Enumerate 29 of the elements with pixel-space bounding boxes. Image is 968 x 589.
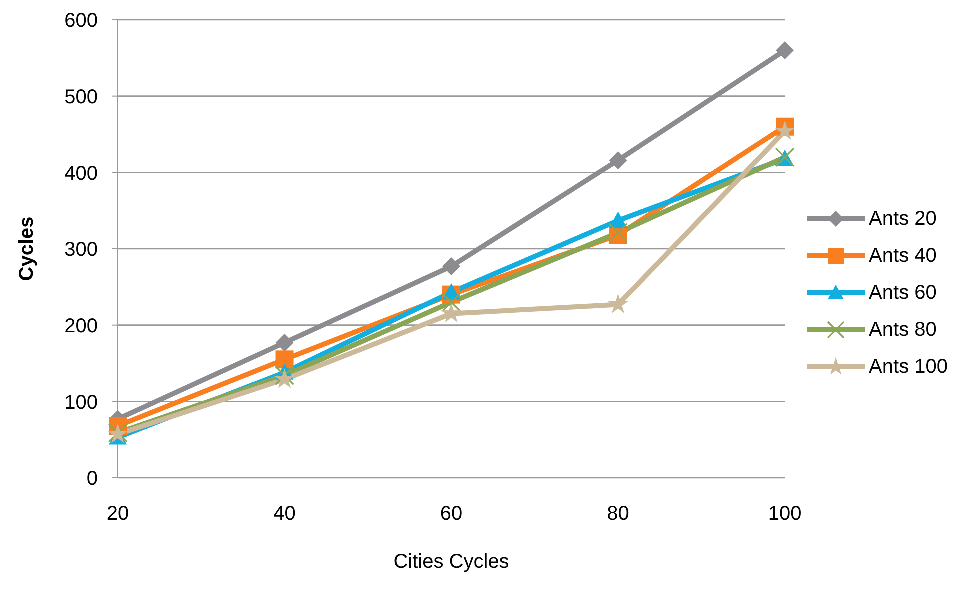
point [441, 303, 462, 323]
y-tick-label: 100 [64, 392, 98, 414]
y-tick-label: 0 [86, 468, 98, 490]
point [276, 350, 294, 369]
point [442, 258, 461, 276]
point [608, 294, 629, 314]
x-tick-label: 100 [768, 503, 802, 526]
x-tick-label: 40 [274, 503, 296, 526]
y-tick-label: 200 [64, 315, 98, 338]
point [442, 292, 462, 312]
y-tick-label: 600 [64, 10, 98, 32]
point [774, 120, 796, 140]
y-tick-label: 400 [64, 162, 98, 185]
point [276, 334, 294, 352]
legend-label: Ants 60 [869, 282, 937, 304]
legend-label: Ants 40 [869, 244, 937, 268]
legend-label: Ants 100 [869, 356, 948, 378]
legend-label: Ants 20 [869, 208, 937, 230]
x-axis-title: Cities Cycles [394, 551, 510, 573]
x-tick-label: 60 [440, 503, 463, 526]
point [609, 212, 628, 228]
point [609, 151, 628, 170]
y-axis-title: Cycles [16, 216, 38, 282]
x-tick-label: 80 [607, 503, 630, 526]
point [776, 42, 794, 60]
x-tick-label: 20 [106, 503, 130, 526]
y-tick-label: 500 [64, 86, 98, 108]
y-tick-label: 300 [64, 239, 98, 262]
legend-label: Ants 80 [869, 318, 937, 342]
